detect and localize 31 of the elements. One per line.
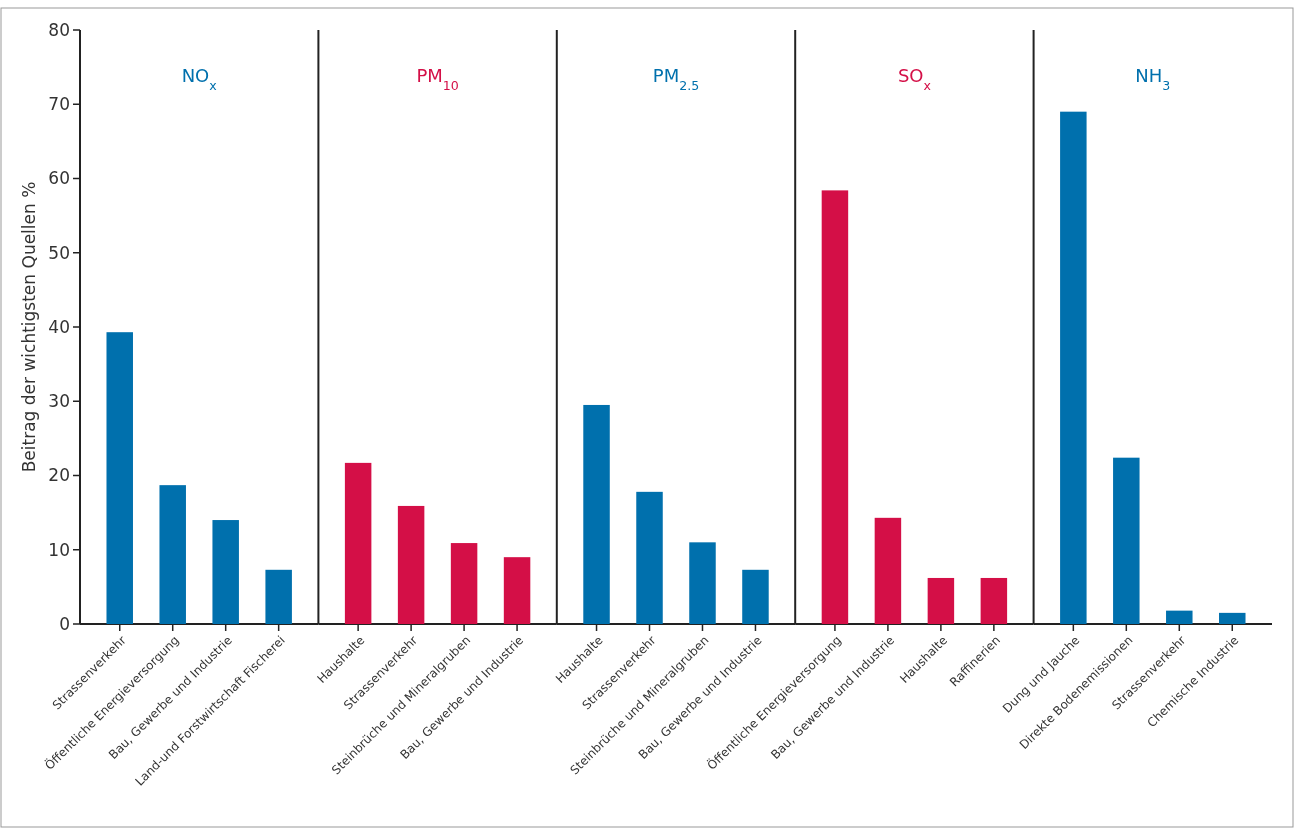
bar	[159, 485, 186, 624]
y-tick-label: 70	[48, 94, 70, 115]
text: SO$_{x}$	[897, 65, 932, 93]
bar	[503, 557, 531, 624]
bar	[1113, 457, 1140, 624]
y-tick-label: 30	[48, 391, 70, 412]
bar	[344, 462, 372, 624]
bar	[583, 404, 610, 624]
bar	[1219, 612, 1246, 624]
y-tick-label: 20	[48, 465, 70, 486]
text: NH$_{3}$	[1135, 65, 1171, 93]
bar	[212, 520, 239, 624]
text: PM$_{2.5}$	[652, 65, 700, 93]
y-tick-label: 0	[59, 613, 70, 634]
bar	[689, 542, 716, 624]
y-tick-label: 60	[48, 168, 70, 189]
y-tick-label: 40	[48, 316, 70, 337]
y-tick-label: 10	[48, 539, 70, 560]
bar	[450, 543, 478, 624]
bar	[106, 332, 133, 624]
bar	[636, 491, 663, 624]
bar	[265, 569, 292, 624]
y-tick-label: 80	[48, 19, 70, 40]
bar	[1060, 111, 1087, 624]
y-axis-title: Beitrag der wichtigsten Quellen %	[19, 181, 39, 473]
bar	[742, 569, 769, 624]
bar	[397, 505, 425, 624]
bar	[1166, 610, 1193, 624]
y-tick-label: 50	[48, 242, 70, 263]
text: NO$_{x}$	[181, 65, 218, 93]
text: PM$_{10}$	[416, 65, 459, 93]
